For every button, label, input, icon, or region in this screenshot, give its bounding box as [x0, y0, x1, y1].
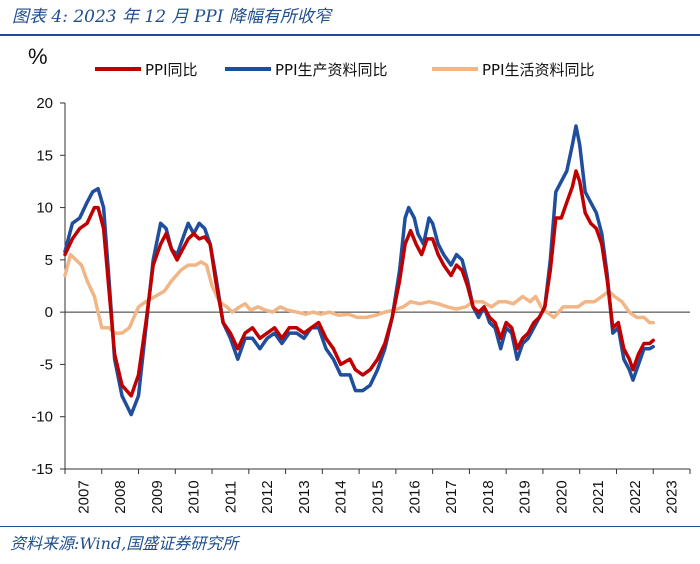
y-tick-label: -5 [40, 356, 53, 373]
source-note: 资料来源:Wind,国盛证券研究所 [10, 534, 239, 553]
x-tick-label: 2008 [112, 480, 129, 513]
legend-label-0: PPI同比 [145, 61, 198, 79]
y-tick-label: 15 [36, 147, 53, 164]
x-tick-label: 2023 [664, 480, 681, 513]
y-tick-label: -15 [31, 461, 53, 478]
x-tick-label: 2019 [517, 480, 534, 513]
series-line-2 [63, 252, 655, 335]
x-tick-label: 2013 [296, 480, 313, 513]
x-tick-label: 2016 [406, 480, 423, 513]
y-tick-label: 0 [45, 304, 53, 321]
x-tick-label: 2012 [259, 480, 276, 513]
x-tick-label: 2010 [186, 480, 203, 513]
series-layer [63, 124, 655, 417]
x-tick-label: 2007 [75, 480, 92, 513]
y-axis-unit-label: % [28, 44, 48, 69]
y-tick-label: -10 [31, 409, 53, 426]
x-tick-label: 2011 [222, 481, 239, 513]
source-divider [0, 526, 700, 527]
title-divider [0, 34, 700, 36]
x-tick-label: 2017 [443, 480, 460, 513]
x-tick-label: 2015 [370, 480, 387, 513]
figure-title: 图表 4: 2023 年 12 月 PPI 降幅有所收窄 [12, 7, 331, 27]
legend-label-1: PPI生产资料同比 [275, 61, 388, 79]
x-tick-label: 2009 [149, 480, 166, 513]
x-tick-label: 2021 [590, 480, 607, 513]
y-tick-label: 5 [45, 252, 53, 269]
legend: PPI同比 PPI生产资料同比 PPI生活资料同比 [95, 61, 595, 79]
legend-label-2: PPI生活资料同比 [482, 61, 595, 79]
x-tick-label: 2020 [553, 480, 570, 513]
y-tick-label: 10 [36, 200, 53, 217]
x-tick-label: 2014 [333, 480, 350, 513]
y-tick-label: 20 [36, 95, 53, 112]
x-tick-label: 2018 [480, 480, 497, 513]
series-line-0 [63, 169, 655, 398]
x-tick-label: 2022 [627, 480, 644, 513]
